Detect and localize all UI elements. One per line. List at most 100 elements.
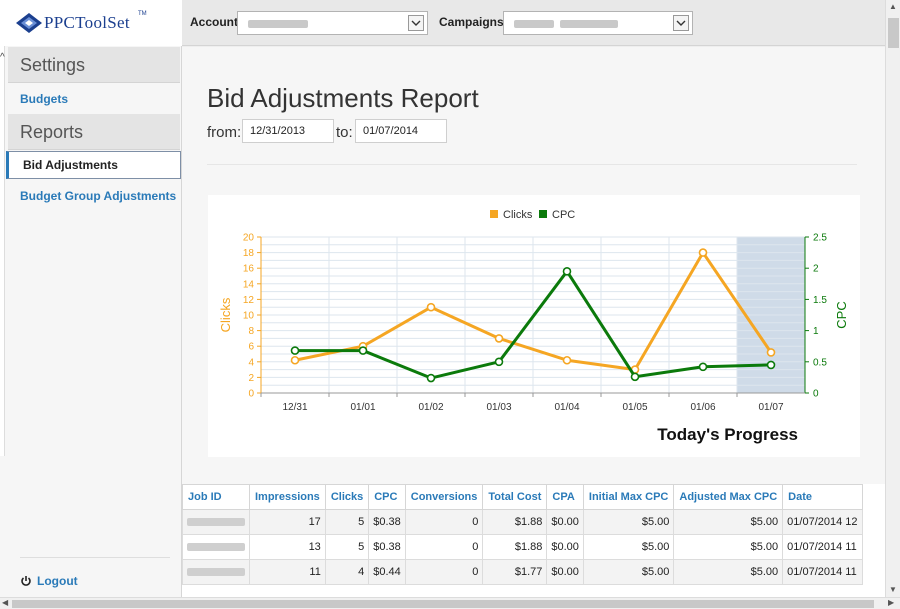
- horizontal-scrollbar[interactable]: ◀ ▶: [0, 597, 900, 609]
- from-date-input[interactable]: [242, 119, 334, 143]
- cell-cpc: $0.38: [368, 509, 406, 535]
- chart-title: Today's Progress: [657, 425, 798, 444]
- cell-initial-max-cpc: $5.00: [582, 534, 675, 560]
- y-right-tick-label: 0: [813, 389, 819, 400]
- column-header[interactable]: Adjusted Max CPC: [673, 484, 784, 510]
- cell-adjusted-max-cpc: $5.00: [673, 509, 784, 535]
- x-tick-label: 01/02: [418, 402, 443, 413]
- job-id-cell: [182, 509, 250, 535]
- column-header[interactable]: CPA: [546, 484, 584, 510]
- account-select[interactable]: [237, 11, 428, 35]
- to-label: to:: [336, 124, 353, 141]
- y-right-tick-label: 0.5: [813, 357, 827, 368]
- sidebar-edge: [0, 46, 5, 456]
- progress-chart: 0 2 4 6 8 10 12 14 16 18 20 0 0.5 1 1.5 2 2.5 12/31 01/01 0…: [208, 195, 860, 457]
- campaigns-select[interactable]: [503, 11, 693, 35]
- y-right-tick-label: 1: [813, 326, 819, 337]
- campaigns-label: Campaigns: [439, 15, 504, 29]
- brand-trademark: TM: [138, 11, 147, 17]
- data-point-clicks: [562, 355, 572, 365]
- column-header[interactable]: Date: [782, 484, 863, 510]
- cell-impressions: 11: [249, 559, 326, 585]
- vertical-scrollbar[interactable]: ▲ ▼: [885, 0, 900, 597]
- data-point-clicks: [766, 348, 776, 357]
- logout-label: Logout: [37, 574, 78, 588]
- to-date-input[interactable]: [355, 119, 447, 143]
- cell-impressions: 17: [249, 509, 326, 535]
- cell-conversions: 0: [404, 534, 484, 560]
- y-right-axis-title: CPC: [834, 301, 849, 328]
- cell-impressions: 13: [249, 534, 326, 560]
- data-point-clicks: [426, 302, 436, 312]
- cell-total-cost: $1.88: [482, 509, 548, 535]
- account-label: Account: [190, 15, 238, 29]
- column-header[interactable]: Conversions: [404, 484, 484, 510]
- scroll-down-icon[interactable]: ▼: [889, 585, 897, 594]
- y-left-tick-label: 8: [248, 326, 254, 337]
- y-left-tick-label: 0: [248, 389, 254, 400]
- legend-label: CPC: [552, 209, 575, 221]
- collapse-caret-icon[interactable]: ^: [0, 52, 5, 63]
- redacted-job-id: [187, 568, 245, 577]
- main-content: Bid Adjustments Report from: to: 0246810…: [182, 47, 885, 597]
- table-row: 17 5 $0.38 0 $1.88 $0.00 $5.00 $5.00 01/07/2014 …: [182, 509, 863, 535]
- cell-total-cost: $1.88: [482, 534, 548, 560]
- x-tick-label: 01/03: [486, 402, 511, 413]
- y-left-tick-label: 18: [243, 248, 255, 259]
- scroll-up-icon[interactable]: ▲: [889, 2, 897, 11]
- redacted-job-id: [187, 543, 245, 552]
- redacted-campaign-value: [514, 20, 554, 28]
- y-left-tick-label: 2: [248, 373, 254, 384]
- table-row: 11 4 $0.44 0 $1.77 $0.00 $5.00 $5.00 01/07/2014 …: [182, 559, 863, 585]
- logout-link[interactable]: Logout: [20, 574, 78, 588]
- sidebar-item-bid-adjustments[interactable]: Bid Adjustments: [6, 151, 181, 179]
- data-point-cpc: [562, 267, 572, 276]
- data-point-cpc: [494, 357, 504, 367]
- sidebar-item-budget-group-adjustments[interactable]: Budget Group Adjustments: [20, 189, 177, 203]
- column-header[interactable]: Total Cost: [482, 484, 548, 510]
- y-left-tick-label: 14: [243, 279, 255, 290]
- y-left-axis-title: Clicks: [218, 297, 233, 332]
- redacted-job-id: [187, 518, 245, 527]
- data-point-clicks: [290, 355, 300, 365]
- data-point-clicks: [494, 334, 504, 343]
- settings-heading: Settings: [8, 47, 180, 83]
- report-table: Job ID Impressions Clicks CPC Conversions Tot…: [182, 484, 885, 597]
- y-left-tick-label: 6: [248, 342, 254, 353]
- scroll-right-icon[interactable]: ▶: [888, 598, 895, 607]
- sidebar-item-budgets[interactable]: Budgets: [20, 92, 68, 106]
- y-left-tick-label: 16: [243, 264, 255, 275]
- vertical-scroll-thumb[interactable]: [888, 18, 899, 48]
- power-icon: [21, 576, 31, 586]
- brand-logo[interactable]: PPCToolSet TM: [0, 0, 182, 46]
- cell-clicks: 5: [324, 534, 370, 560]
- logo-mark-icon: [16, 13, 42, 33]
- y-right-tick-label: 2: [813, 264, 819, 275]
- column-header[interactable]: Initial Max CPC: [582, 484, 675, 510]
- chevron-down-icon: [673, 15, 689, 31]
- column-header[interactable]: Job ID: [182, 484, 250, 510]
- page-title: Bid Adjustments Report: [207, 83, 479, 113]
- table-row: 13 5 $0.38 0 $1.88 $0.00 $5.00 $5.00 01/07/2014 …: [182, 534, 863, 560]
- horizontal-scroll-thumb[interactable]: [12, 600, 874, 608]
- legend-swatch: [539, 210, 547, 218]
- chevron-down-icon: [408, 15, 424, 31]
- data-point-clicks: [698, 248, 708, 257]
- cell-clicks: 5: [324, 509, 370, 535]
- y-left-tick-label: 20: [243, 233, 255, 244]
- cell-date: 01/07/2014 11: [782, 534, 863, 560]
- cell-adjusted-max-cpc: $5.00: [673, 559, 784, 585]
- cell-adjusted-max-cpc: $5.00: [673, 534, 784, 560]
- scroll-left-icon[interactable]: ◀: [2, 598, 9, 607]
- x-tick-label: 01/05: [622, 402, 647, 413]
- data-point-cpc: [290, 346, 300, 355]
- column-header[interactable]: Clicks: [324, 484, 370, 510]
- column-header[interactable]: CPC: [368, 484, 406, 510]
- cell-cpa: $0.00: [546, 509, 584, 535]
- legend-label: Clicks: [503, 209, 533, 221]
- cell-cpc: $0.44: [368, 559, 406, 585]
- from-label: from:: [207, 124, 242, 141]
- data-point-cpc: [698, 362, 708, 372]
- column-header[interactable]: Impressions: [249, 484, 326, 510]
- cell-cpa: $0.00: [546, 534, 584, 560]
